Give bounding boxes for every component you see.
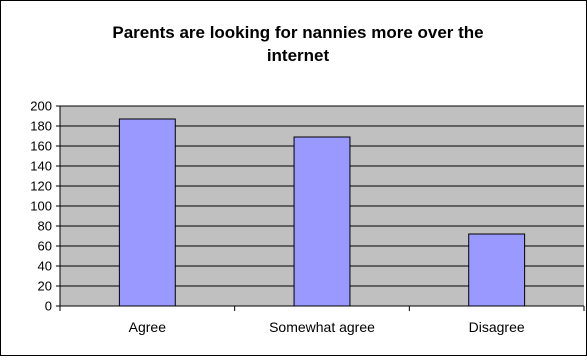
x-tick-label: Disagree xyxy=(469,319,525,335)
chart-title-line-2: internet xyxy=(267,46,330,65)
y-axis-ticks: 0 20 40 60 80 100 120 140 160 180 200 xyxy=(30,99,60,314)
y-tick-label: 180 xyxy=(30,119,52,134)
bar-disagree xyxy=(468,233,526,307)
y-tick-label: 20 xyxy=(38,279,52,294)
chart-title-line-1: Parents are looking for nannies more ove… xyxy=(112,23,483,42)
y-tick-label: 120 xyxy=(30,179,52,194)
y-tick-label: 0 xyxy=(45,299,52,314)
y-tick-label: 80 xyxy=(38,219,52,234)
y-tick-label: 140 xyxy=(30,159,52,174)
x-tick-label: Agree xyxy=(129,319,167,335)
y-tick-label: 160 xyxy=(30,139,52,154)
y-tick-label: 40 xyxy=(38,259,52,274)
bar-somewhat-agree xyxy=(293,136,351,307)
y-tick-label: 200 xyxy=(30,99,52,114)
y-tick-label: 60 xyxy=(38,239,52,254)
x-tick-label: Somewhat agree xyxy=(269,319,375,335)
bars xyxy=(118,118,526,307)
y-tick-label: 100 xyxy=(30,199,52,214)
x-axis-ticks: Agree Somewhat agree Disagree xyxy=(59,306,585,335)
bar-agree xyxy=(118,118,176,307)
